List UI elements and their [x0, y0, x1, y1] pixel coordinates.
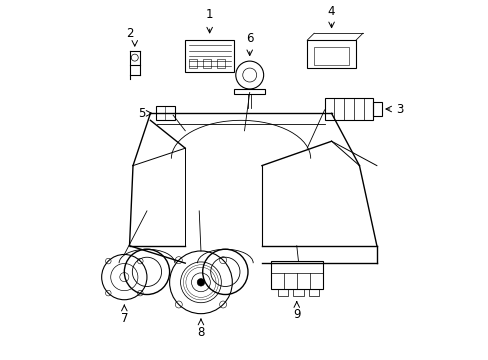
Text: 2: 2 — [125, 27, 133, 40]
Text: 4: 4 — [327, 5, 335, 18]
Bar — [306, 40, 355, 68]
Bar — [313, 47, 348, 64]
Text: 1: 1 — [205, 8, 213, 21]
Bar — [234, 89, 265, 94]
Bar — [373, 102, 381, 116]
Bar — [216, 59, 225, 68]
Bar — [293, 289, 303, 296]
Text: 8: 8 — [197, 326, 204, 339]
Text: 7: 7 — [121, 312, 128, 325]
Text: 6: 6 — [245, 32, 253, 45]
Bar — [277, 289, 287, 296]
Bar — [188, 59, 197, 68]
Bar — [155, 107, 175, 120]
Bar — [185, 40, 234, 72]
Bar — [324, 98, 373, 120]
Text: 9: 9 — [292, 309, 300, 321]
Bar — [270, 261, 322, 289]
Text: 3: 3 — [395, 103, 403, 116]
Bar — [203, 59, 211, 68]
Text: 5: 5 — [138, 107, 145, 120]
Circle shape — [197, 279, 204, 286]
Bar — [308, 289, 319, 296]
